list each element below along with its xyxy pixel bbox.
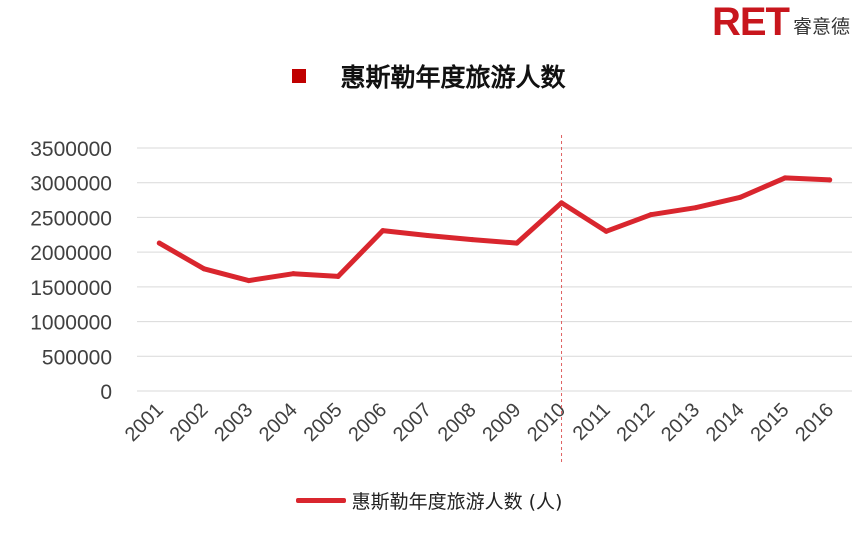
x-tick-label: 2002 xyxy=(166,399,213,446)
x-tick-label: 2009 xyxy=(478,399,525,446)
data-point xyxy=(156,240,162,246)
legend-label: 惠斯勒年度旅游人数 (人) xyxy=(351,491,563,513)
data-point xyxy=(246,278,252,284)
series-line xyxy=(156,175,833,284)
line-chart: 0 500000 1000000 1500000 2000000 2500000 30000… xyxy=(30,135,852,462)
data-point xyxy=(559,200,565,206)
x-tick-label: 2012 xyxy=(612,399,659,446)
data-point xyxy=(201,266,207,272)
data-point xyxy=(603,228,609,234)
y-tick-label: 1000000 xyxy=(30,312,112,335)
logo-text: 睿意德 xyxy=(792,15,850,38)
data-point xyxy=(290,271,296,277)
logo: RET 睿意德 xyxy=(712,2,850,42)
x-tick-label: 2016 xyxy=(791,399,838,446)
y-tick-label: 0 xyxy=(100,381,112,404)
chart-legend: 惠斯勒年度旅游人数 (人) xyxy=(0,487,858,514)
x-tick-label: 2013 xyxy=(657,399,704,446)
y-tick-label: 2000000 xyxy=(30,242,112,265)
logo-mark: RET xyxy=(711,0,790,44)
y-tick-label: 3500000 xyxy=(30,138,112,161)
data-point xyxy=(424,232,430,238)
data-point xyxy=(737,194,743,200)
data-point xyxy=(648,212,654,218)
x-tick-label: 2007 xyxy=(389,399,436,446)
y-tick-label: 500000 xyxy=(42,346,112,369)
data-point xyxy=(469,237,475,243)
title-bullet-square xyxy=(292,69,307,83)
data-point xyxy=(514,240,520,246)
x-tick-label: 2006 xyxy=(344,399,391,446)
x-tick-label: 2005 xyxy=(300,399,347,446)
x-tick-label: 2001 xyxy=(121,399,168,446)
data-point xyxy=(335,273,341,279)
data-point xyxy=(380,228,386,234)
data-point xyxy=(693,205,699,211)
y-tick-label: 2500000 xyxy=(30,207,112,230)
chart-title-row: 惠斯勒年度旅游人数 xyxy=(0,58,858,94)
x-tick-label: 2008 xyxy=(434,399,481,446)
x-tick-label: 2015 xyxy=(746,399,793,446)
data-point xyxy=(782,175,788,181)
legend-swatch xyxy=(295,498,346,503)
x-tick-label: 2011 xyxy=(569,399,615,445)
x-tick-label: 2003 xyxy=(210,399,257,446)
chart-title: 惠斯勒年度旅游人数 xyxy=(340,63,566,92)
x-tick-label: 2014 xyxy=(702,399,749,446)
y-tick-label: 1500000 xyxy=(30,277,112,300)
x-tick-label: 2004 xyxy=(255,399,302,446)
x-tick-label: 2010 xyxy=(523,399,570,446)
data-point xyxy=(827,177,833,183)
y-tick-label: 3000000 xyxy=(30,173,112,196)
